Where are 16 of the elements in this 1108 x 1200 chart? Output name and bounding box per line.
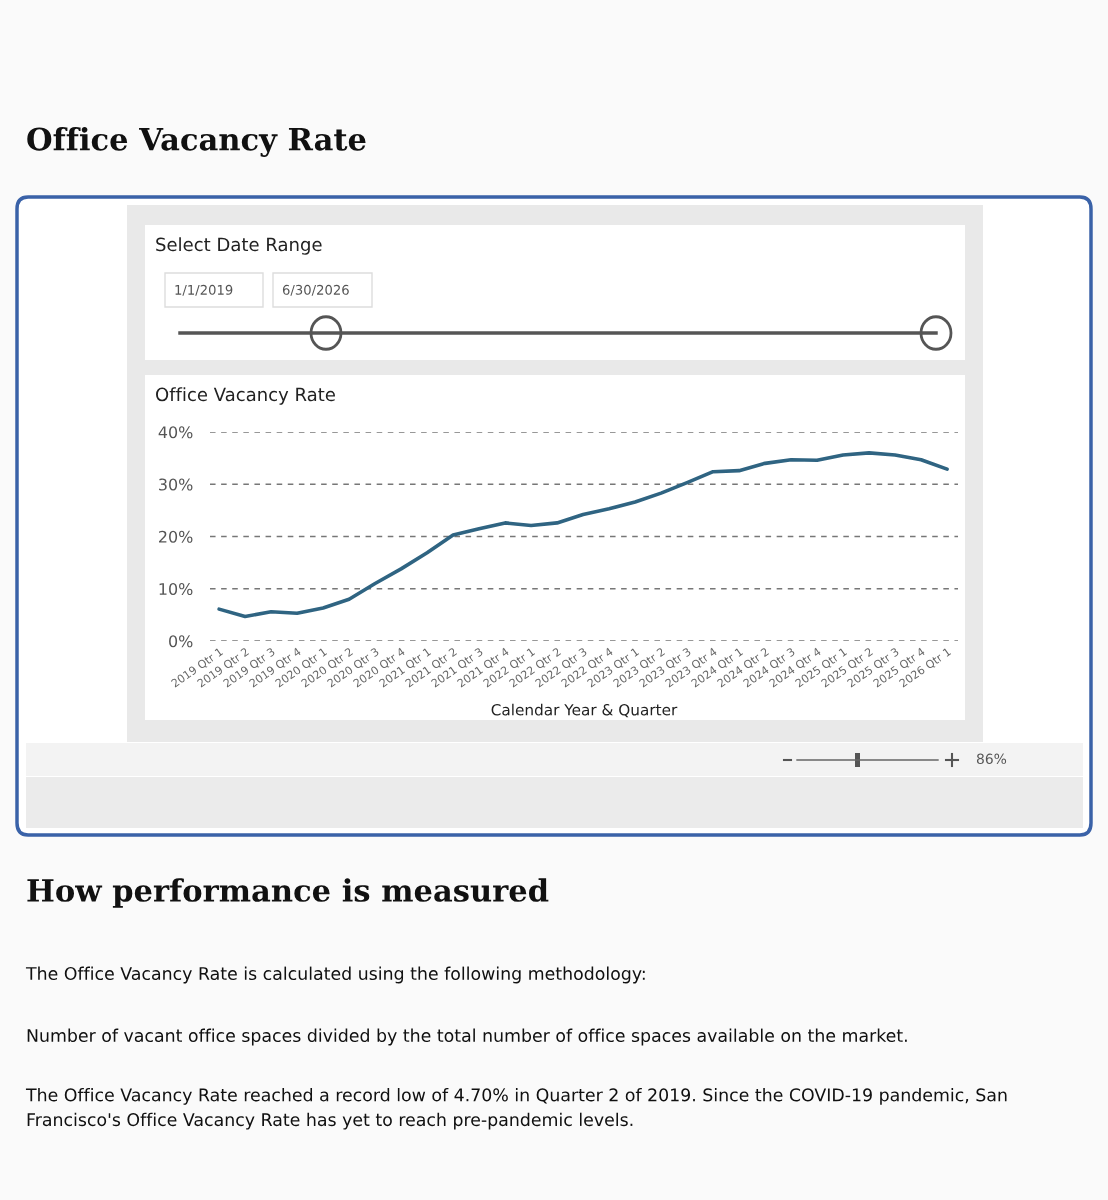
y-tick-label: 10%: [159, 582, 193, 596]
text: Select Date Range: [156, 237, 322, 255]
text: Office Vacancy Rate: [27, 127, 366, 157]
text: How performance is measured: [27, 878, 549, 908]
chart-title: Office Vacancy Rate: [156, 387, 335, 405]
text: 1/1/2019: [175, 284, 233, 296]
text: The Office Vacancy Rate is calculated using the following methodology:: [25, 966, 645, 984]
text: 6/30/2026: [282, 284, 349, 296]
y-tick-label: 30%: [159, 478, 193, 491]
x-axis-title: Calendar Year & Quarter: [491, 703, 678, 718]
text: Number of vacant office spaces divided by the total number of office spaces available on the market.: [27, 1028, 907, 1046]
y-tick-label: 0%: [169, 635, 193, 648]
y-tick-label: 40%: [158, 426, 193, 439]
text: 86%: [976, 753, 1007, 765]
y-tick-label: 20%: [159, 530, 193, 543]
text: The Office Vacancy Rate reached a record low of 4.70% in Quarter 2 of 2019. Since the COVID-19 pandemic, San Francisco's Office Vacancy Rate has yet to reach pre-pandemic levels.: [25, 1088, 1007, 1130]
